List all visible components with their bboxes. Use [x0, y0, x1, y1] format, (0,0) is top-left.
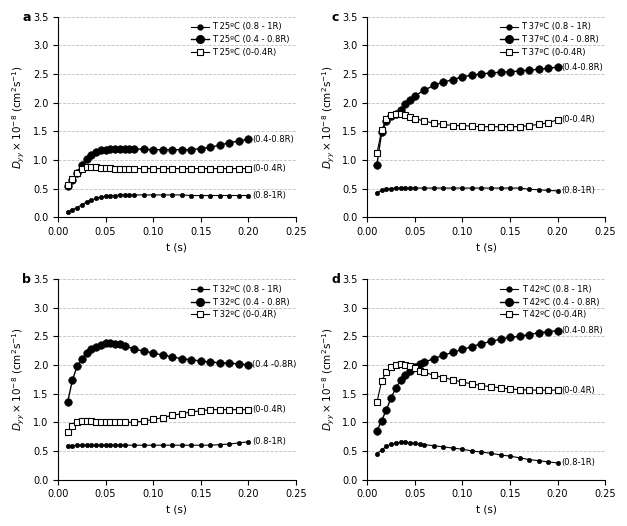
Text: a: a	[23, 11, 31, 24]
Legend: T 42ºC (0.8 - 1R), T 42ºC (0.4 - 0.8R), T 42ºC (0-0.4R): T 42ºC (0.8 - 1R), T 42ºC (0.4 - 0.8R), …	[498, 283, 601, 321]
Text: (0.8-1R): (0.8-1R)	[562, 186, 596, 196]
Text: c: c	[332, 11, 339, 24]
Y-axis label: $D_{yy}\times10^{-8}$ (cm$^{2}$s$^{-1}$): $D_{yy}\times10^{-8}$ (cm$^{2}$s$^{-1}$)	[11, 327, 28, 431]
Y-axis label: $D_{yy}\times10^{-8}$ (cm$^{2}$s$^{-1}$): $D_{yy}\times10^{-8}$ (cm$^{2}$s$^{-1}$)	[320, 327, 337, 431]
Legend: T 32ºC (0.8 - 1R), T 32ºC (0.4 - 0.8R), T 32ºC (0-0.4R): T 32ºC (0.8 - 1R), T 32ºC (0.4 - 0.8R), …	[189, 283, 292, 321]
Legend: T 25ºC (0.8 - 1R), T 25ºC (0.4 - 0.8R), T 25ºC (0-0.4R): T 25ºC (0.8 - 1R), T 25ºC (0.4 - 0.8R), …	[189, 21, 292, 58]
Text: (0.4 -0.8R): (0.4 -0.8R)	[253, 360, 297, 369]
Text: (0.4-0.8R): (0.4-0.8R)	[562, 326, 603, 335]
Text: (0-0.4R): (0-0.4R)	[562, 115, 596, 124]
Text: (0-0.4R): (0-0.4R)	[253, 164, 286, 173]
Y-axis label: $D_{yy}\times10^{-8}$ (cm$^{2}$s$^{-1}$): $D_{yy}\times10^{-8}$ (cm$^{2}$s$^{-1}$)	[11, 65, 28, 169]
Text: (0.4-0.8R): (0.4-0.8R)	[253, 135, 294, 144]
Y-axis label: $D_{yy}\times10^{-8}$ (cm$^{2}$s$^{-1}$): $D_{yy}\times10^{-8}$ (cm$^{2}$s$^{-1}$)	[320, 65, 337, 169]
Text: (0.8-1R): (0.8-1R)	[253, 191, 287, 200]
X-axis label: t (s): t (s)	[476, 242, 497, 252]
Text: (0-0.4R): (0-0.4R)	[562, 386, 596, 394]
Text: (0.8-1R): (0.8-1R)	[562, 459, 596, 468]
Text: d: d	[332, 273, 340, 286]
Text: (0.4-0.8R): (0.4-0.8R)	[562, 63, 603, 72]
Text: b: b	[23, 273, 31, 286]
X-axis label: t (s): t (s)	[167, 505, 187, 515]
Legend: T 37ºC (0.8 - 1R), T 37ºC (0.4 - 0.8R), T 37ºC (0-0.4R): T 37ºC (0.8 - 1R), T 37ºC (0.4 - 0.8R), …	[498, 21, 601, 58]
X-axis label: t (s): t (s)	[167, 242, 187, 252]
Text: (0-0.4R): (0-0.4R)	[253, 405, 286, 414]
X-axis label: t (s): t (s)	[476, 505, 497, 515]
Text: (0.8-1R): (0.8-1R)	[253, 437, 287, 446]
